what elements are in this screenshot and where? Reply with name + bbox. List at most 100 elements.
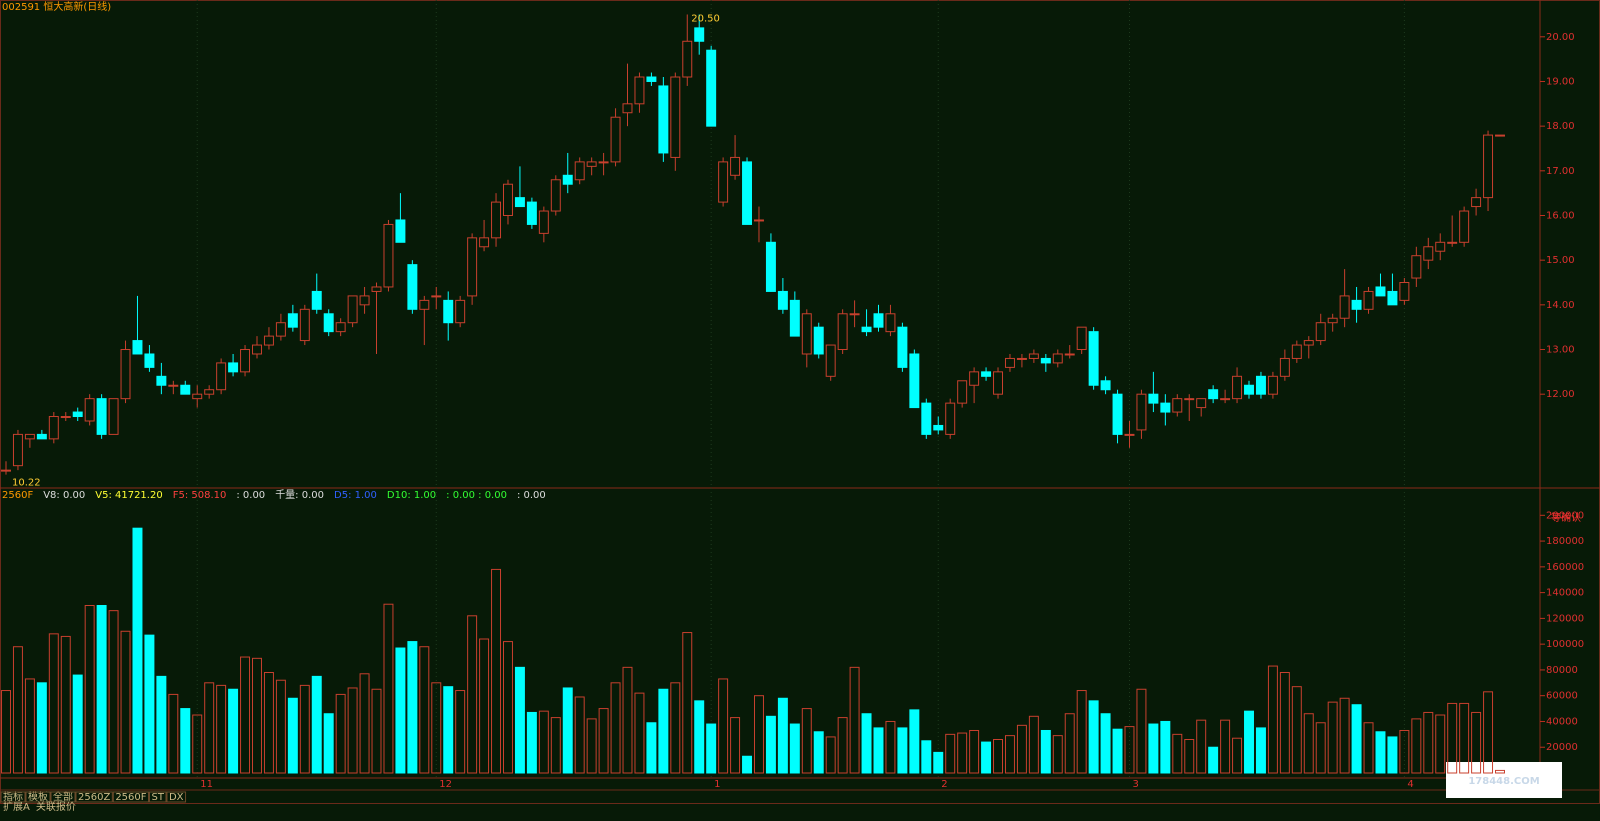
tab[interactable]: 模板	[28, 790, 48, 803]
tab[interactable]: 2560F	[115, 792, 146, 803]
candle-body	[610, 116, 621, 163]
volume-bar	[491, 568, 502, 774]
y-tick-label: 20.00	[1546, 32, 1575, 43]
candle-body	[1423, 246, 1434, 261]
tab[interactable]: 2560Z	[78, 792, 110, 803]
volume-bar	[837, 717, 848, 774]
volume-bar	[682, 632, 693, 774]
volume-bar	[1459, 702, 1470, 774]
candle-body	[1375, 286, 1386, 297]
candle-body	[1387, 290, 1398, 306]
volume-bar	[801, 708, 812, 774]
volume-bar	[1064, 713, 1075, 774]
candle-body	[443, 299, 454, 324]
volume-bar	[1339, 697, 1350, 774]
candle-body	[1399, 282, 1410, 301]
y-tick-label: 80000	[1546, 665, 1578, 676]
tab-box	[112, 791, 150, 803]
candle-body	[12, 433, 23, 467]
volume-bar	[120, 630, 131, 774]
volume-bar	[1495, 769, 1505, 774]
volume-bar	[1244, 710, 1254, 774]
candle-body	[957, 380, 968, 404]
volume-bar	[1148, 723, 1159, 774]
candle-body	[1148, 393, 1159, 404]
candle-body	[969, 371, 980, 386]
volume-bar	[969, 729, 980, 774]
volume-bar	[323, 713, 334, 774]
candle-body	[395, 219, 406, 243]
candle-body	[765, 241, 776, 292]
volume-bar	[1172, 733, 1183, 774]
indicator-value: D5: 1.00	[334, 490, 377, 501]
candle-body	[670, 76, 681, 158]
volume-bar	[1363, 722, 1374, 774]
candle-body	[1244, 384, 1254, 395]
volume-bar	[72, 674, 83, 774]
tab[interactable]: 指标	[3, 790, 23, 803]
volume-bar	[311, 675, 322, 774]
volume-bar	[550, 717, 561, 774]
candle-body	[407, 264, 418, 310]
candle-body	[718, 161, 729, 203]
tab[interactable]: ST	[152, 792, 165, 803]
volume-bar	[1315, 722, 1326, 774]
candle-body	[1016, 357, 1027, 360]
y-tick-label: 140000	[1546, 588, 1584, 599]
candle-body	[514, 197, 525, 208]
y-tick-label: 120000	[1546, 613, 1584, 624]
volume-bar	[646, 722, 657, 774]
candle-body	[526, 201, 537, 225]
volume-bar	[419, 646, 430, 774]
volume-bar	[598, 708, 609, 774]
x-tick-label: 11	[200, 779, 213, 790]
candle-body	[837, 313, 848, 351]
candle-body	[909, 353, 920, 409]
volume-bar	[1232, 737, 1243, 774]
tab[interactable]: 全部	[53, 790, 73, 803]
volume-bar	[1291, 686, 1302, 774]
tab-box	[166, 791, 187, 803]
volume-bar	[1208, 746, 1219, 774]
volume-bar	[765, 715, 776, 774]
candle-body	[144, 353, 155, 368]
candle-body	[287, 313, 298, 328]
candle-body	[84, 398, 95, 422]
volume-bar	[156, 675, 167, 774]
chart-title: 002591 恒大高新(日线)	[2, 0, 111, 13]
indicator-value: 千量: 0.00	[275, 489, 324, 501]
volume-bar	[514, 666, 525, 774]
candle-body	[156, 375, 167, 386]
candle-body	[36, 433, 47, 440]
volume-bar	[1351, 704, 1362, 774]
tab[interactable]: 扩展A	[3, 800, 30, 813]
volume-bar	[1327, 701, 1338, 774]
volume-bar	[538, 710, 549, 774]
y-tick-label: 19.00	[1546, 76, 1575, 87]
indicator-value: 2560F	[2, 490, 33, 501]
y-tick-label: 14.00	[1546, 300, 1575, 311]
volume-bar	[634, 692, 645, 774]
candle-body	[598, 161, 609, 164]
volume-bar	[718, 678, 729, 774]
candle-body	[849, 313, 860, 316]
volume-bar	[610, 682, 621, 774]
volume-bar	[24, 678, 35, 774]
volume-bar	[443, 686, 454, 774]
volume-bar	[216, 684, 227, 774]
volume-bar	[407, 641, 418, 774]
volume-bar	[897, 727, 908, 774]
volume-bar	[275, 679, 286, 774]
tab-box	[50, 791, 76, 803]
candle-body	[1, 469, 11, 472]
tab[interactable]: DX	[169, 792, 184, 803]
candle-body	[24, 433, 35, 440]
volume-bar	[335, 693, 346, 774]
watermark: 178448.COM	[1468, 776, 1539, 787]
volume-bar	[48, 633, 59, 774]
tab[interactable]: 关联报价	[36, 800, 76, 813]
candle-body	[1327, 317, 1338, 324]
candle-body	[1124, 433, 1135, 436]
volume-bar	[252, 657, 262, 774]
